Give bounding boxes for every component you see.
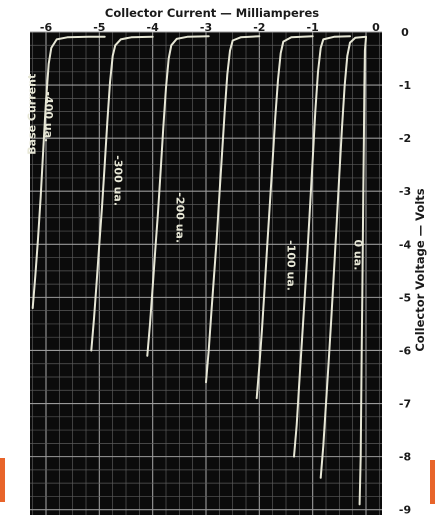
y-tick-label: -7 <box>399 398 411 411</box>
curves <box>31 35 367 506</box>
y-tick-label: -1 <box>399 79 411 92</box>
x-tick-label: -3 <box>200 21 212 34</box>
right-edge-tab <box>430 460 435 504</box>
y-tick-label: -8 <box>399 451 411 464</box>
curve-label: 0 ua. <box>351 239 364 270</box>
curve-label: -400 ua. <box>42 92 55 143</box>
x-tick-label: -4 <box>147 21 160 34</box>
curve--400-ua <box>31 35 106 309</box>
curve-0-ua <box>319 35 367 479</box>
y-tick-label: -6 <box>399 344 412 357</box>
y-tick-label: -3 <box>399 185 411 198</box>
curve--100-ua <box>255 35 314 400</box>
x-tick-label: -2 <box>253 21 265 34</box>
curve-curve-extra-c <box>358 36 367 506</box>
y-tick-label: -5 <box>399 291 411 304</box>
x-tick-label: -6 <box>40 21 53 34</box>
y-tick-label: -9 <box>399 504 411 517</box>
curve-curve-extra-b <box>293 35 351 458</box>
curve-label: -200 ua. <box>174 192 187 243</box>
y-tick-labels: 0 -1 -2 -3 -4 -5 -6 -7 -8 -9 <box>399 26 412 517</box>
curve-curve-extra-a <box>205 35 261 384</box>
curve-labels: -400 ua. -300 ua. -200 ua. -100 ua. 0 ua. Bas… <box>25 74 364 291</box>
y-tick-label: -4 <box>399 238 412 251</box>
curve--200-ua <box>146 35 210 357</box>
curve-label: -100 ua. <box>285 240 298 291</box>
left-edge-tab <box>0 458 5 502</box>
curve--300-ua <box>90 35 154 352</box>
y-axis-title: Collector Voltage — Volts <box>413 188 427 351</box>
base-current-label: Base Current <box>25 74 38 155</box>
x-tick-label: 0 <box>372 21 380 34</box>
x-tick-label: -1 <box>307 21 319 34</box>
x-tick-label: -5 <box>93 21 105 34</box>
x-axis-title: Collector Current — Milliamperes <box>105 6 319 20</box>
y-tick-label: -2 <box>399 132 411 145</box>
x-tick-labels: -6 -5 -4 -3 -2 -1 0 <box>40 21 380 34</box>
curve-label: -300 ua. <box>111 155 124 206</box>
y-tick-label: 0 <box>401 26 409 39</box>
